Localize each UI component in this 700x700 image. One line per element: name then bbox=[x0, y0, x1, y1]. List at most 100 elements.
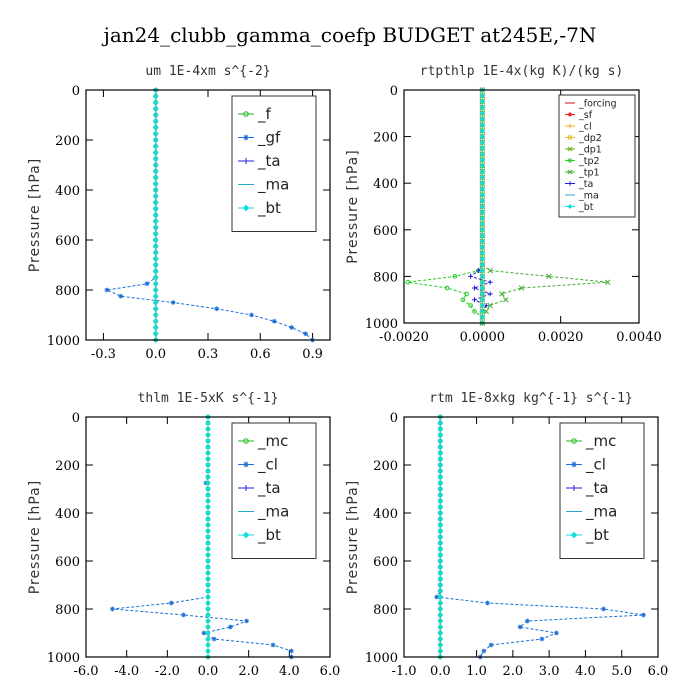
legend: _forcing_sf_cl_dp2_dp1_tp2_tp1_ta_ma_bt bbox=[558, 94, 636, 218]
data-point bbox=[479, 186, 486, 192]
data-point bbox=[437, 528, 444, 534]
legend-label: _mc bbox=[257, 432, 288, 451]
y-tick-label: 600 bbox=[55, 555, 80, 570]
data-point bbox=[437, 594, 444, 600]
data-point bbox=[479, 215, 486, 221]
y-axis-label: Pressure [hPa] bbox=[345, 480, 361, 594]
legend-marker bbox=[571, 438, 577, 444]
data-point bbox=[205, 420, 211, 426]
chart-panel-4: rtm 1E-8xkg kg^{-1} s^{-1} Pressure [hPa]… bbox=[345, 391, 668, 679]
y-tick-label: 0 bbox=[390, 84, 398, 99]
data-point bbox=[152, 224, 159, 231]
panels-container: um 1E-4xm s^{-2} Pressure [hPa] -0.3 0.0 0.3… bbox=[27, 64, 668, 679]
legend-marker bbox=[571, 461, 577, 468]
x-tick-label: 6.0 bbox=[320, 664, 341, 679]
data-point bbox=[437, 510, 444, 516]
plot-frame bbox=[85, 416, 331, 658]
data-point bbox=[437, 468, 444, 474]
data-point bbox=[205, 636, 211, 642]
data-point bbox=[205, 600, 211, 606]
x-tick-label: 2.0 bbox=[503, 664, 524, 679]
data-point bbox=[483, 308, 490, 315]
data-point bbox=[152, 124, 159, 131]
data-point bbox=[205, 444, 211, 450]
data-point bbox=[205, 450, 211, 456]
data-point bbox=[479, 174, 486, 181]
data-point bbox=[487, 291, 493, 297]
legend: _mc _cl _ta _ma _bt bbox=[231, 422, 317, 559]
y-tick-label: 800 bbox=[373, 603, 398, 618]
data-point bbox=[152, 168, 159, 175]
x-tick-label: 0.0 bbox=[198, 664, 219, 679]
data-point bbox=[437, 522, 444, 528]
data-point bbox=[205, 564, 211, 570]
data-point bbox=[479, 291, 486, 297]
y-tick-label: 400 bbox=[55, 184, 80, 199]
y-tick-label: 600 bbox=[55, 234, 80, 249]
x-tick-label: 5.0 bbox=[611, 664, 632, 679]
data-point bbox=[205, 648, 211, 654]
data-point bbox=[152, 199, 159, 206]
legend-label: _ma bbox=[585, 503, 617, 522]
legend-box bbox=[558, 94, 636, 218]
data-point bbox=[468, 303, 473, 308]
series_bt bbox=[152, 87, 159, 343]
data-point bbox=[452, 274, 458, 279]
data-point bbox=[152, 205, 159, 212]
x-tick-label: 6.0 bbox=[648, 664, 669, 679]
data-point bbox=[205, 468, 211, 474]
data-point bbox=[152, 118, 159, 125]
legend-marker bbox=[567, 181, 573, 186]
legend-label: _f bbox=[257, 105, 272, 124]
x-tick-label: 0.9 bbox=[302, 347, 323, 362]
data-point bbox=[437, 504, 444, 510]
legend-label: _dp2 bbox=[578, 133, 602, 144]
data-point bbox=[249, 312, 254, 318]
data-point bbox=[464, 291, 469, 297]
data-point bbox=[479, 203, 486, 210]
legend-label: _cl bbox=[585, 456, 606, 475]
data-point bbox=[479, 285, 486, 291]
x-tick-label: 1.0 bbox=[466, 664, 487, 679]
legend-marker bbox=[243, 134, 249, 141]
figure-suptitle: jan24_clubb_gamma_coefp BUDGET at245E,-7… bbox=[102, 23, 597, 47]
data-point bbox=[479, 261, 486, 268]
data-point bbox=[437, 480, 444, 486]
data-point bbox=[479, 296, 486, 303]
data-point bbox=[205, 504, 211, 510]
data-point bbox=[601, 606, 606, 612]
data-point bbox=[152, 130, 159, 137]
data-point bbox=[152, 218, 159, 225]
data-point bbox=[437, 624, 444, 630]
data-point bbox=[152, 230, 159, 237]
data-point bbox=[152, 330, 159, 337]
data-point bbox=[152, 112, 159, 118]
data-point bbox=[479, 128, 486, 134]
data-point bbox=[205, 426, 211, 432]
data-point bbox=[270, 642, 276, 648]
legend-marker bbox=[567, 146, 573, 152]
y-axis-label: Pressure [hPa] bbox=[345, 149, 361, 263]
data-point bbox=[405, 279, 411, 285]
data-point bbox=[437, 450, 444, 456]
legend-marker bbox=[567, 135, 573, 140]
series_bt bbox=[205, 414, 211, 660]
data-point bbox=[205, 558, 211, 564]
panel-title: um 1E-4xm s^{-2} bbox=[145, 64, 270, 79]
data-point bbox=[152, 243, 159, 250]
data-point bbox=[152, 99, 159, 106]
data-point bbox=[152, 287, 159, 293]
data-point bbox=[152, 212, 159, 218]
data-point bbox=[437, 588, 444, 594]
series_bt bbox=[437, 414, 444, 660]
x-tick-label: -4.0 bbox=[114, 664, 139, 679]
series_bt bbox=[479, 87, 486, 326]
data-point bbox=[468, 274, 473, 279]
data-point bbox=[205, 522, 211, 528]
data-point bbox=[518, 285, 525, 291]
data-point bbox=[437, 444, 444, 450]
data-point bbox=[437, 456, 444, 462]
y-tick-label: 400 bbox=[373, 507, 398, 522]
legend-label: _forcing bbox=[578, 99, 617, 110]
data-point bbox=[152, 237, 159, 243]
